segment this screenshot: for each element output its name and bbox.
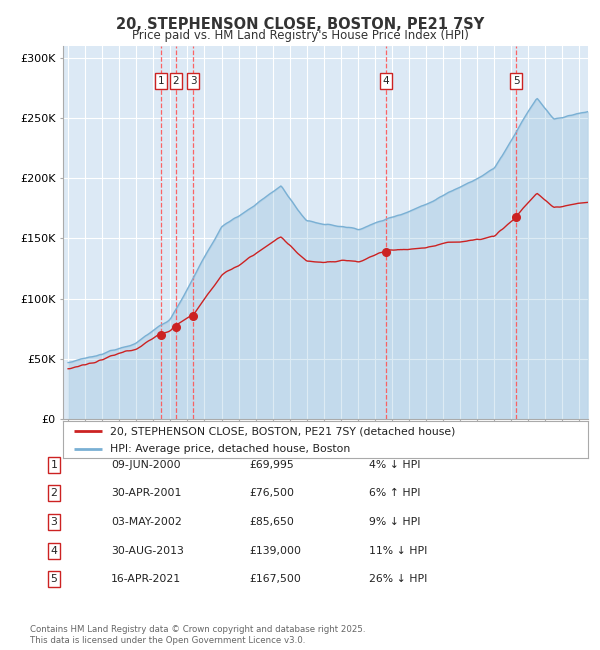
Text: 3: 3	[50, 517, 58, 527]
Text: £139,000: £139,000	[249, 545, 301, 556]
Text: 11% ↓ HPI: 11% ↓ HPI	[369, 545, 427, 556]
Text: 4: 4	[50, 545, 58, 556]
Text: 2: 2	[50, 488, 58, 499]
Text: 2: 2	[173, 76, 179, 86]
Text: £69,995: £69,995	[249, 460, 294, 470]
Text: 5: 5	[513, 76, 520, 86]
Text: 16-APR-2021: 16-APR-2021	[111, 574, 181, 584]
Text: Price paid vs. HM Land Registry's House Price Index (HPI): Price paid vs. HM Land Registry's House …	[131, 29, 469, 42]
Text: 20, STEPHENSON CLOSE, BOSTON, PE21 7SY (detached house): 20, STEPHENSON CLOSE, BOSTON, PE21 7SY (…	[110, 426, 455, 436]
Text: £167,500: £167,500	[249, 574, 301, 584]
Text: 6% ↑ HPI: 6% ↑ HPI	[369, 488, 421, 499]
Text: 3: 3	[190, 76, 197, 86]
Text: 20, STEPHENSON CLOSE, BOSTON, PE21 7SY: 20, STEPHENSON CLOSE, BOSTON, PE21 7SY	[116, 17, 484, 32]
Text: 03-MAY-2002: 03-MAY-2002	[111, 517, 182, 527]
Text: £76,500: £76,500	[249, 488, 294, 499]
Text: £85,650: £85,650	[249, 517, 294, 527]
Text: 09-JUN-2000: 09-JUN-2000	[111, 460, 181, 470]
Text: 26% ↓ HPI: 26% ↓ HPI	[369, 574, 427, 584]
Text: 1: 1	[158, 76, 164, 86]
Text: 30-AUG-2013: 30-AUG-2013	[111, 545, 184, 556]
Text: Contains HM Land Registry data © Crown copyright and database right 2025.
This d: Contains HM Land Registry data © Crown c…	[30, 625, 365, 645]
Text: HPI: Average price, detached house, Boston: HPI: Average price, detached house, Bost…	[110, 444, 350, 454]
Text: 30-APR-2001: 30-APR-2001	[111, 488, 181, 499]
Text: 9% ↓ HPI: 9% ↓ HPI	[369, 517, 421, 527]
Text: 4: 4	[383, 76, 389, 86]
Text: 4% ↓ HPI: 4% ↓ HPI	[369, 460, 421, 470]
Text: 5: 5	[50, 574, 58, 584]
Text: 1: 1	[50, 460, 58, 470]
